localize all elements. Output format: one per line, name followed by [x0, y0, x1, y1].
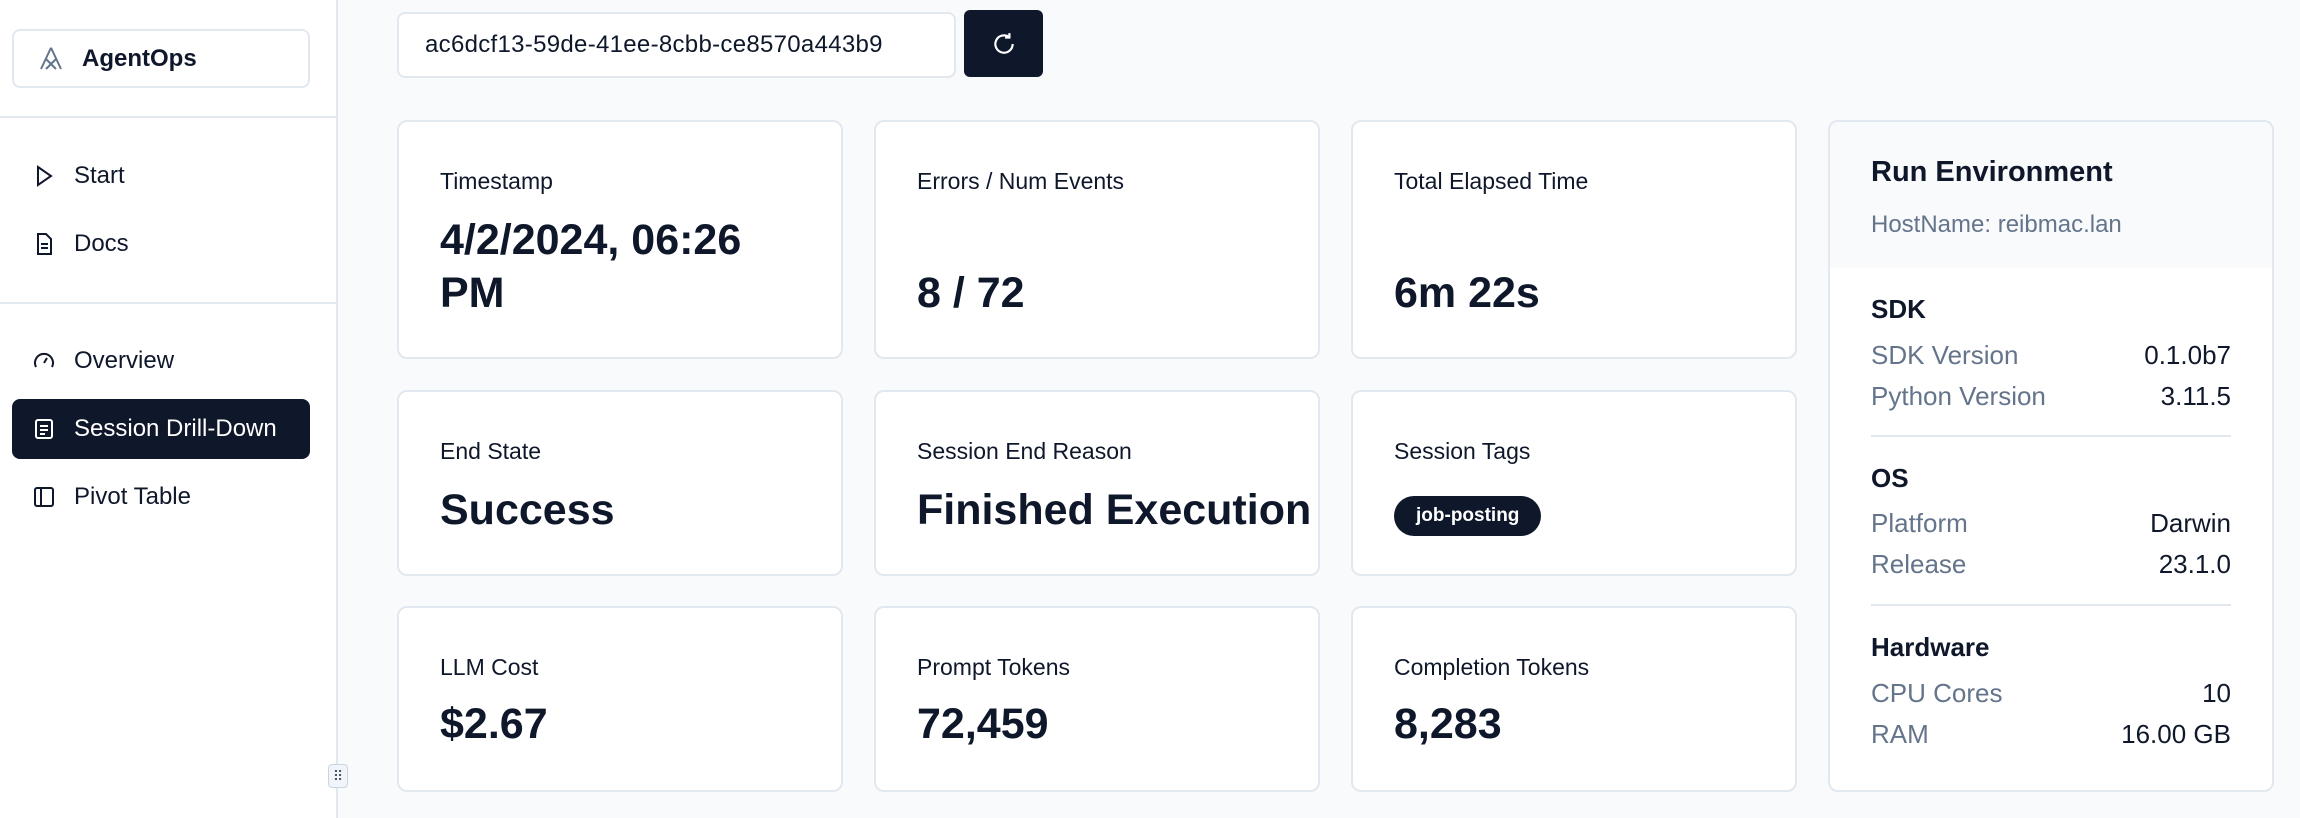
divider: [1871, 604, 2231, 606]
card-value: $2.67: [440, 700, 548, 748]
completion-tokens-card: Completion Tokens 8,283: [1351, 606, 1797, 792]
card-label: Timestamp: [440, 168, 553, 194]
row-key: Python Version: [1871, 381, 2046, 411]
ram-row: RAM 16.00 GB: [1871, 719, 2231, 750]
sidebar: AgentOps Start Docs Overview Session Dri…: [0, 0, 338, 818]
session-id-input[interactable]: ac6dcf13-59de-41ee-8cbb-ce8570a443b9: [397, 12, 956, 78]
sdk-version-row: SDK Version 0.1.0b7: [1871, 340, 2231, 371]
agentops-logo-icon: [40, 46, 62, 70]
timestamp-card: Timestamp 4/2/2024, 06:26 PM: [397, 120, 843, 359]
card-value: Success: [440, 486, 615, 534]
sidebar-item-overview[interactable]: Overview: [12, 331, 310, 391]
sidebar-item-label: Start: [74, 162, 125, 189]
divider: [0, 116, 336, 118]
env-title: Run Environment: [1871, 156, 2113, 188]
env-header: [1830, 122, 2272, 268]
card-label: Session End Reason: [917, 438, 1132, 464]
run-environment-card: Run Environment HostName: reibmac.lan SD…: [1828, 120, 2274, 792]
card-value: Finished Execution: [917, 486, 1312, 534]
row-value: 3.11.5: [2160, 381, 2231, 411]
resize-handle[interactable]: ⠿: [328, 764, 348, 788]
card-value: 6m 22s: [1394, 269, 1540, 317]
elapsed-time-card: Total Elapsed Time 6m 22s: [1351, 120, 1797, 359]
row-value: Darwin: [2150, 508, 2231, 538]
sidebar-item-label: Docs: [74, 230, 129, 257]
document-icon: [37, 233, 52, 255]
end-reason-card: Session End Reason Finished Execution: [874, 390, 1320, 576]
sidebar-item-start[interactable]: Start: [12, 146, 310, 206]
end-state-card: End State Success: [397, 390, 843, 576]
row-value: 10: [2202, 678, 2231, 708]
errors-card: Errors / Num Events 8 / 72: [874, 120, 1320, 359]
card-label: Completion Tokens: [1394, 654, 1590, 680]
session-tags-card: Session Tags job-posting: [1351, 390, 1797, 576]
python-version-row: Python Version 3.11.5: [1871, 381, 2231, 412]
row-value: 0.1.0b7: [2144, 340, 2231, 370]
hardware-section-title: Hardware: [1871, 632, 1990, 662]
row-key: Platform: [1871, 508, 1968, 538]
card-value: 72,459: [917, 700, 1049, 748]
card-label: End State: [440, 438, 542, 464]
card-value: 4/2/2024, 06:26: [440, 216, 742, 264]
prompt-tokens-card: Prompt Tokens 72,459: [874, 606, 1320, 792]
llm-cost-card: LLM Cost $2.67: [397, 606, 843, 792]
brand-logo[interactable]: AgentOps: [12, 29, 310, 88]
card-label: Prompt Tokens: [917, 654, 1070, 680]
gauge-icon: [34, 352, 54, 368]
card-value: PM: [440, 269, 505, 317]
card-label: Total Elapsed Time: [1394, 168, 1589, 194]
card-label: Errors / Num Events: [917, 168, 1125, 194]
platform-row: Platform Darwin: [1871, 508, 2231, 539]
sidebar-item-label: Pivot Table: [74, 483, 191, 510]
env-hostname: HostName: reibmac.lan: [1871, 211, 2122, 238]
os-section-title: OS: [1871, 463, 1909, 493]
row-key: SDK Version: [1871, 340, 2019, 370]
row-key: CPU Cores: [1871, 678, 2003, 708]
sidebar-item-session-drill-down[interactable]: Session Drill-Down: [12, 399, 310, 459]
divider: [0, 302, 336, 304]
cpu-cores-row: CPU Cores 10: [1871, 678, 2231, 709]
row-key: RAM: [1871, 719, 1929, 749]
card-value: 8 / 72: [917, 269, 1025, 317]
card-value: 8,283: [1394, 700, 1502, 748]
brand-name: AgentOps: [82, 44, 197, 72]
sdk-section-title: SDK: [1871, 294, 1926, 324]
row-key: Release: [1871, 549, 1967, 579]
row-value: 16.00 GB: [2121, 719, 2231, 749]
card-label: LLM Cost: [440, 654, 539, 680]
card-label: Session Tags: [1394, 438, 1531, 464]
refresh-button[interactable]: [964, 10, 1043, 77]
sidebar-item-label: Overview: [74, 347, 175, 374]
divider: [1871, 435, 2231, 437]
sidebar-item-docs[interactable]: Docs: [12, 214, 310, 274]
row-value: 23.1.0: [2158, 549, 2231, 579]
sidebar-item-pivot-table[interactable]: Pivot Table: [12, 467, 310, 527]
sidebar-item-label: Session Drill-Down: [74, 415, 277, 442]
refresh-icon: [993, 32, 1014, 54]
release-row: Release 23.1.0: [1871, 549, 2231, 580]
play-icon: [37, 165, 53, 187]
tag-badge[interactable]: job-posting: [1394, 496, 1542, 536]
list-icon: [35, 419, 53, 439]
panel-icon: [34, 487, 54, 507]
